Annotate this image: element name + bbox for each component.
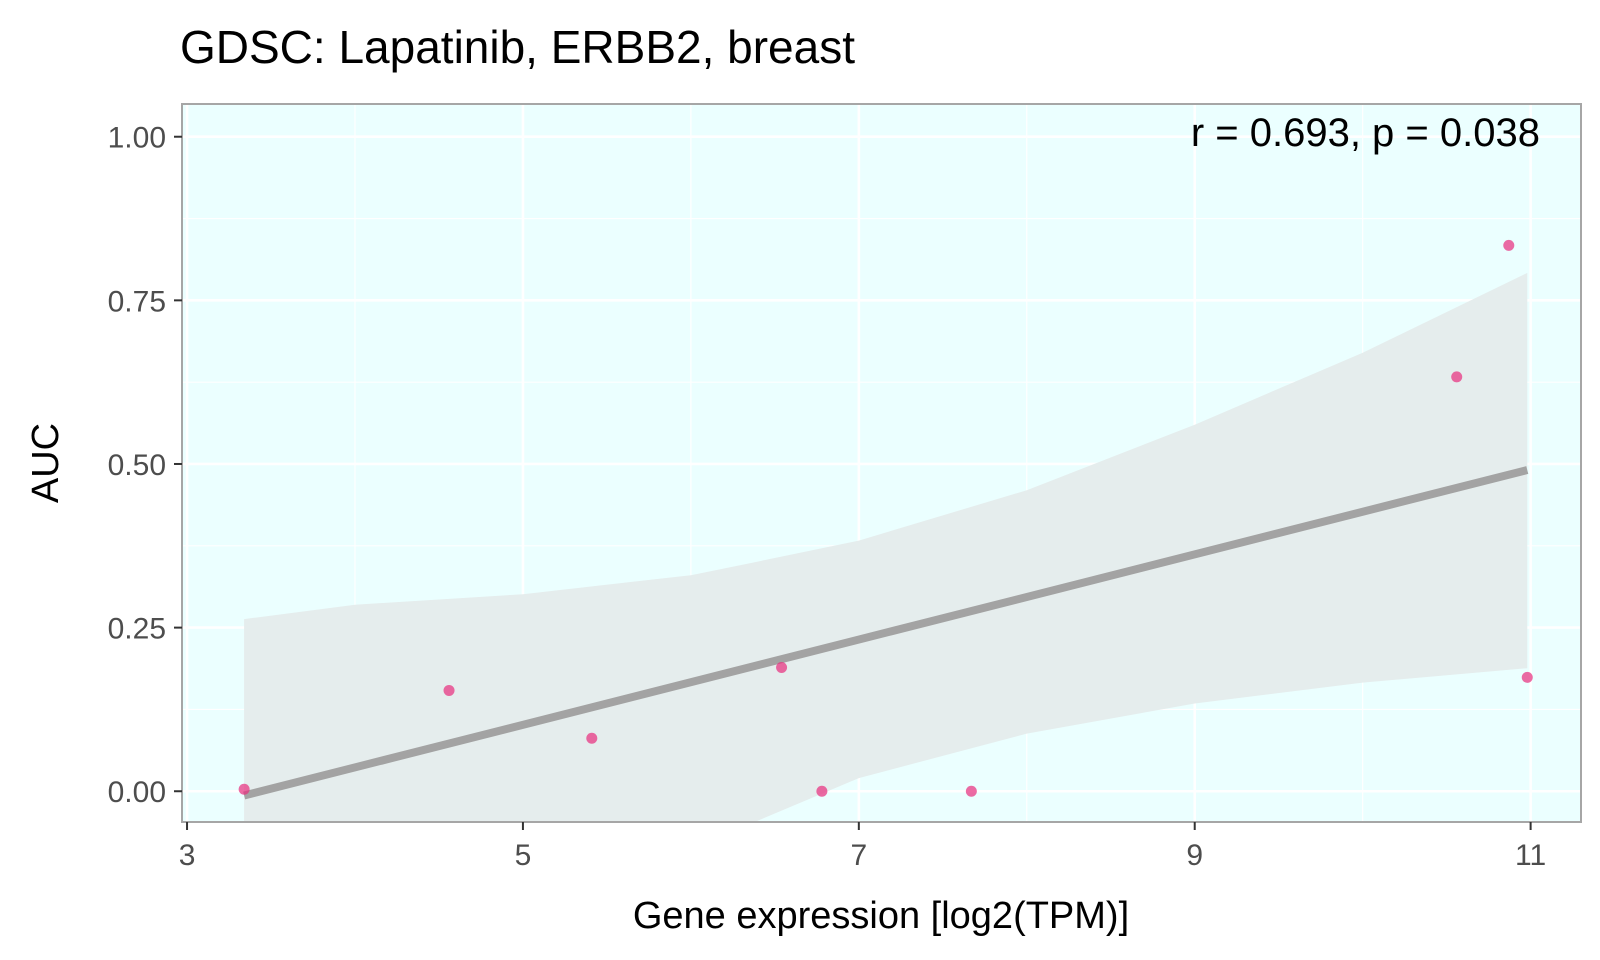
- data-points: [238, 239, 1533, 797]
- data-point: [1451, 371, 1463, 383]
- correlation-annotation: r = 0.693, p = 0.038: [1191, 111, 1540, 155]
- x-axis: 3 5 7 9 11: [179, 822, 1546, 872]
- y-tick-label: 0.25: [108, 613, 166, 646]
- x-tick-label: 5: [515, 839, 532, 872]
- data-point: [816, 785, 828, 797]
- x-tick-label: 3: [179, 839, 196, 872]
- x-tick-label: 11: [1515, 839, 1546, 872]
- data-point: [443, 684, 455, 696]
- confidence-band: [244, 272, 1528, 822]
- x-axis-title: Gene expression [log2(TPM)]: [633, 895, 1129, 937]
- regression-line: [243, 466, 1529, 800]
- x-tick-label: 9: [1186, 839, 1203, 872]
- y-tick-label: 0.00: [108, 776, 166, 809]
- x-tick-label: 7: [850, 839, 867, 872]
- data-point: [965, 785, 977, 797]
- data-point: [776, 662, 788, 674]
- data-point: [1521, 671, 1533, 683]
- chart-title: GDSC: Lapatinib, ERBB2, breast: [180, 21, 855, 73]
- data-point: [586, 732, 598, 744]
- y-axis-title: AUC: [25, 423, 67, 503]
- y-tick-label: 1.00: [108, 122, 166, 155]
- data-point: [1503, 239, 1515, 251]
- y-tick-label: 0.50: [108, 449, 166, 482]
- y-axis: 0.00 0.25 0.50 0.75 1.00: [108, 122, 182, 809]
- y-tick-label: 0.75: [108, 285, 166, 318]
- data-point: [238, 783, 250, 795]
